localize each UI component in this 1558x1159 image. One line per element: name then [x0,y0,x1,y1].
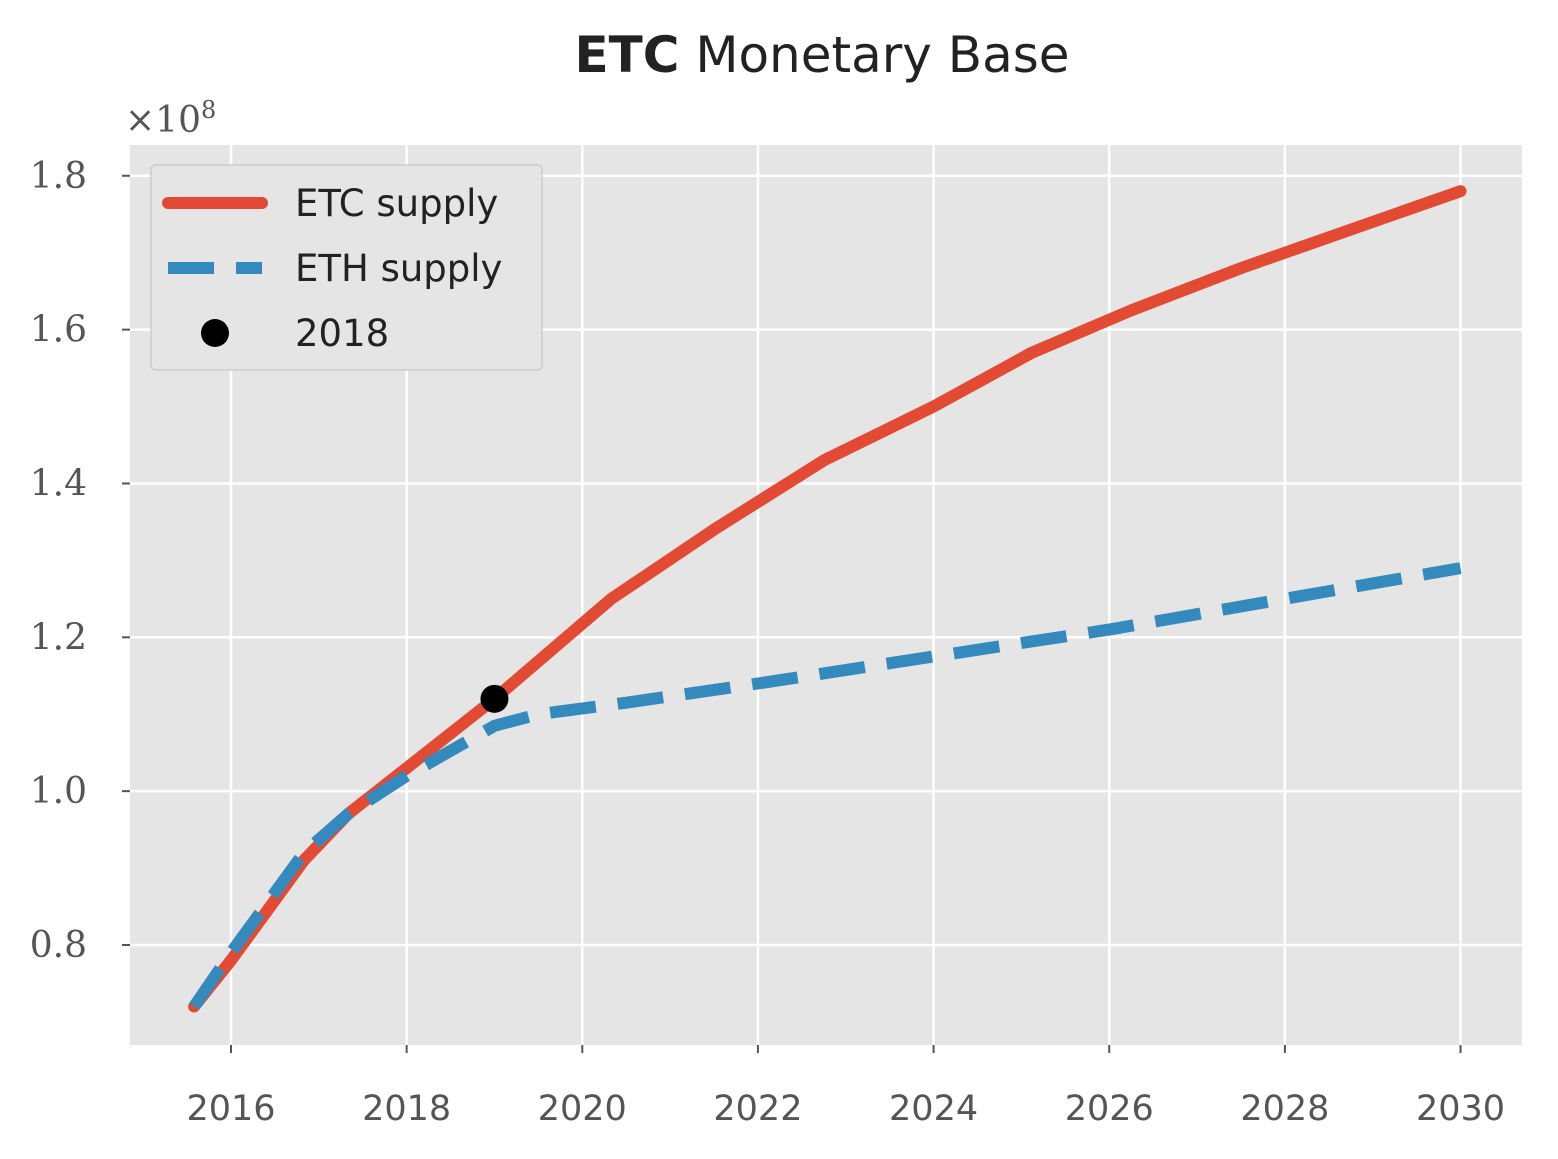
x-tick-label-2024: 2024 [889,1089,978,1129]
x-tick-label-2028: 2028 [1240,1089,1329,1129]
chart-title-bold: ETC [574,26,679,84]
legend-frame [150,164,543,371]
y-offset-label: ×108 [125,96,216,141]
y-tick-label-0.8: 0.8 [30,925,87,966]
y-tick-label-1.8: 1.8 [30,156,87,197]
x-tick-label-2026: 2026 [1065,1089,1154,1129]
y-tick-label-1.4: 1.4 [30,463,87,504]
legend-label-1: ETH supply [295,247,502,290]
grid [130,145,1522,1045]
legend-label-2: 2018 [295,312,389,355]
chart-title-rest: Monetary Base [679,26,1069,84]
y-axis: 0.8 1.0 1.2 1.4 1.6 1.8 [30,156,130,966]
series-layer [188,185,1467,1013]
y-offset-exponent: 8 [201,96,216,124]
legend: ETC supply ETH supply 2018 [150,164,543,371]
x-tick-label-2030: 2030 [1416,1089,1505,1129]
y-offset-base: ×10 [125,100,201,141]
x-axis: 2016 2018 2020 2022 2024 2026 2028 2030 [186,1045,1505,1129]
legend-label-0: ETC supply [295,182,498,225]
chart-title: ETC Monetary Base [574,26,1069,84]
series-2-point-0 [480,684,509,713]
x-tick-label-2022: 2022 [713,1089,802,1129]
legend-swatch-2 [201,319,229,347]
x-tick-label-2020: 2020 [538,1089,627,1129]
y-tick-label-1.6: 1.6 [30,310,87,351]
y-tick-label-1.2: 1.2 [30,617,87,658]
y-tick-label-1: 1.0 [30,771,87,812]
x-tick-label-2018: 2018 [362,1089,451,1129]
series-1-line [189,562,1462,1010]
x-tick-label-2016: 2016 [186,1089,275,1129]
